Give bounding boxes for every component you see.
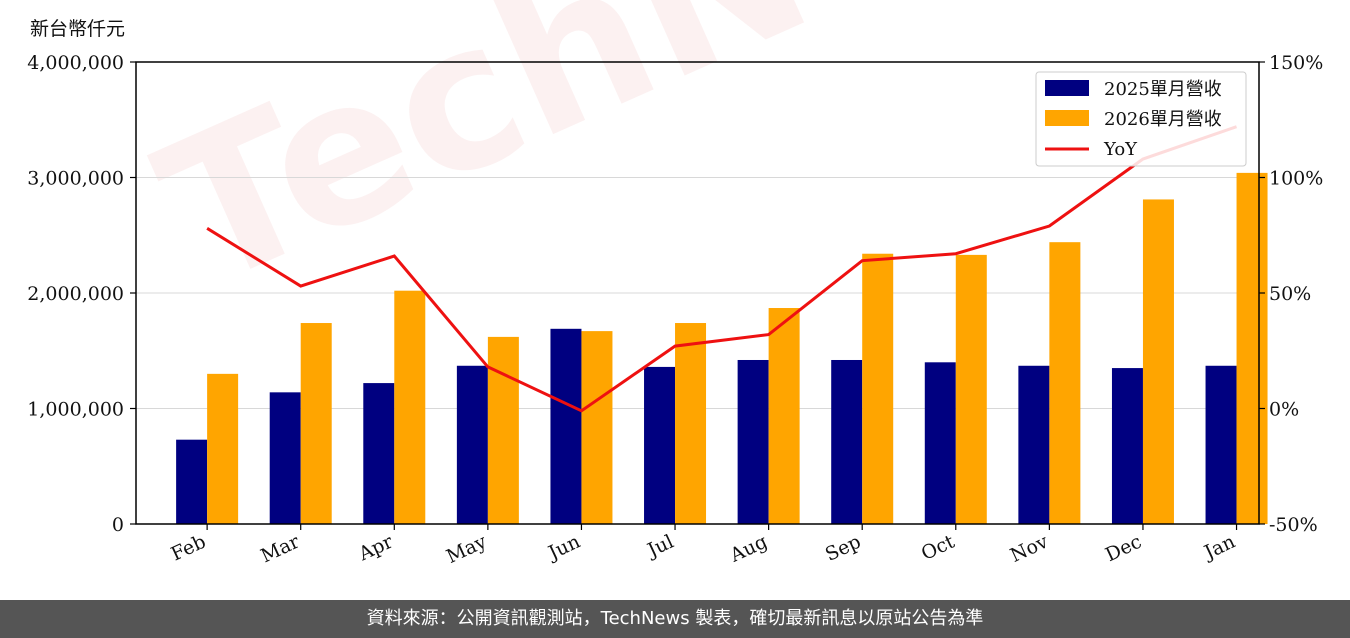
x-tick-label-mar: Mar — [257, 530, 303, 567]
bar-2026-jul — [675, 323, 707, 524]
revenue-chart: 0 1,000,000 2,000,000 3,000,000 4,000,000 -5… — [27, 52, 1323, 568]
left-y-axis: 0 1,000,000 2,000,000 3,000,000 4,000,000 — [27, 52, 136, 536]
bar-2025-aug — [737, 359, 769, 524]
x-tick-label-may: May — [443, 530, 490, 568]
y2-tick-label: 100% — [1269, 168, 1323, 190]
bar-2025-feb — [176, 439, 208, 524]
bar-2026-may — [487, 336, 519, 524]
y-tick-label: 0 — [112, 514, 124, 536]
bar-2026-mar — [300, 323, 332, 524]
x-tick-label-aug: Aug — [726, 531, 771, 567]
legend-swatch-2026 — [1045, 110, 1089, 126]
bar-2026-jun — [581, 331, 613, 524]
y2-tick-label: 150% — [1269, 52, 1323, 74]
x-tick-label-oct: Oct — [918, 530, 958, 564]
legend-label-yoy: YoY — [1103, 139, 1138, 160]
x-tick-label-feb: Feb — [168, 531, 210, 566]
x-tick-label-jun: Jun — [543, 531, 583, 565]
x-tick-label-jul: Jul — [643, 531, 678, 563]
bar-2025-sep — [831, 359, 863, 524]
bar-2026-oct — [955, 254, 987, 524]
bar-2026-nov — [1049, 242, 1081, 524]
x-axis: Feb Mar Apr May Jun Jul Aug Sep Oct Nov Dec Jan — [168, 524, 1239, 568]
y-tick-label: 4,000,000 — [27, 52, 124, 74]
x-tick-label-apr: Apr — [355, 530, 398, 566]
y-tick-label: 3,000,000 — [27, 168, 124, 190]
bar-2026-sep — [862, 253, 894, 525]
right-y-axis: -50% 0% 50% 100% 150% — [1259, 52, 1323, 536]
bar-2025-dec — [1111, 368, 1143, 524]
bar-2025-jan — [1205, 365, 1237, 524]
bar-2026-dec — [1142, 199, 1174, 524]
y2-tick-label: 50% — [1269, 283, 1311, 305]
x-tick-label-nov: Nov — [1007, 530, 1052, 566]
y2-tick-label: 0% — [1269, 399, 1299, 421]
legend: 2025單月營收 2026單月營收 YoY — [1035, 71, 1247, 167]
bar-2025-jun — [550, 328, 582, 524]
bar-2025-nov — [1018, 365, 1050, 524]
legend-label-2025: 2025單月營收 — [1104, 79, 1222, 100]
bar-2025-mar — [269, 392, 301, 524]
bar-2026-apr — [394, 290, 426, 524]
bar-2025-may — [456, 365, 488, 524]
bars — [176, 172, 1268, 525]
y-tick-label: 2,000,000 — [27, 283, 124, 305]
y-axis-unit-label: 新台幣仟元 — [30, 18, 126, 40]
y2-tick-label: -50% — [1269, 514, 1318, 536]
x-tick-label-sep: Sep — [822, 531, 864, 566]
legend-label-2026: 2026單月營收 — [1104, 109, 1222, 130]
source-footer: 資料來源：公開資訊觀測站，TechNews 製表，確切最新訊息以原站公告為準 — [0, 600, 1350, 638]
bar-2025-oct — [924, 362, 956, 524]
bar-2025-apr — [363, 383, 395, 524]
y-tick-label: 1,000,000 — [27, 399, 124, 421]
legend-swatch-2025 — [1045, 80, 1089, 96]
bar-2026-jan — [1236, 172, 1268, 524]
x-tick-label-dec: Dec — [1102, 531, 1145, 567]
yoy-line-layer — [206, 125, 1238, 413]
bar-2025-jul — [644, 366, 676, 524]
bar-2026-feb — [207, 373, 239, 524]
bar-2026-aug — [768, 308, 800, 524]
yoy-line — [206, 125, 1238, 413]
x-tick-label-jan: Jan — [1199, 531, 1238, 565]
